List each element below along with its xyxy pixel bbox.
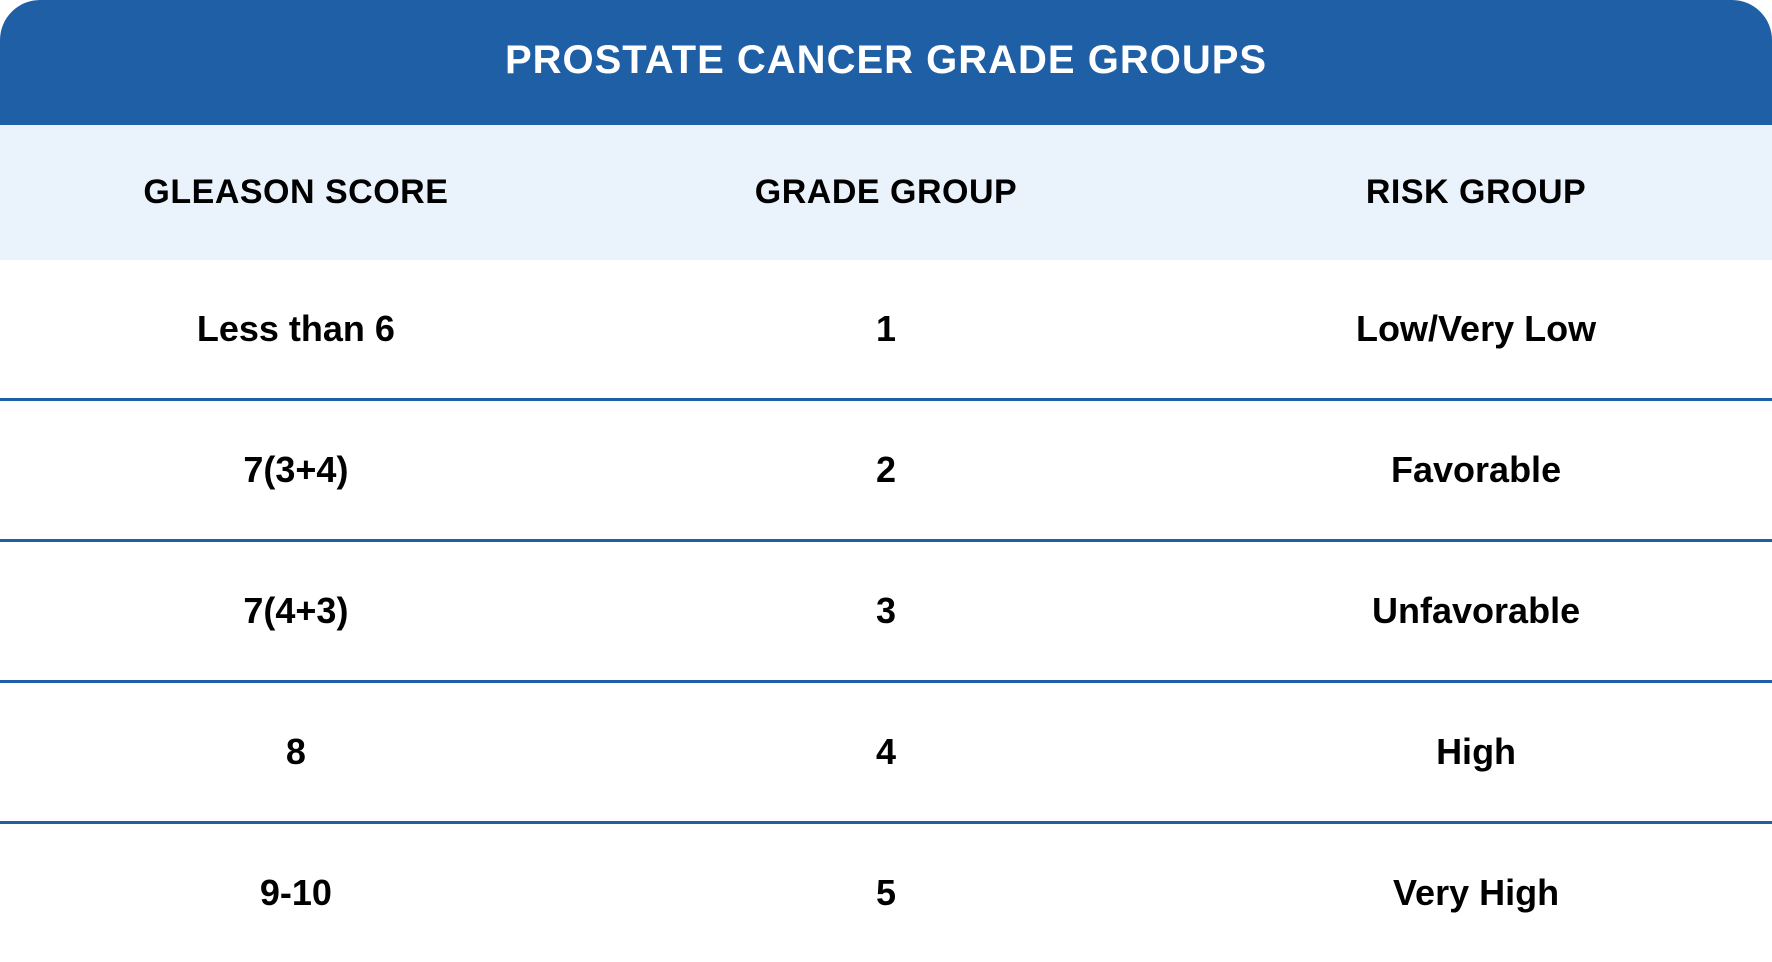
cell-gleason: 7(3+4) [0,401,592,539]
cell-risk: Unfavorable [1180,542,1772,680]
grade-groups-table: PROSTATE CANCER GRADE GROUPS GLEASON SCO… [0,0,1772,962]
cell-risk: Low/Very Low [1180,260,1772,398]
cell-risk: High [1180,683,1772,821]
cell-risk: Very High [1180,824,1772,962]
table-row: 7(4+3) 3 Unfavorable [0,542,1772,683]
table-row: 8 4 High [0,683,1772,824]
table-body: Less than 6 1 Low/Very Low 7(3+4) 2 Favo… [0,260,1772,962]
cell-gleason: Less than 6 [0,260,592,398]
cell-grade: 4 [592,683,1180,821]
cell-gleason: 9-10 [0,824,592,962]
table-title: PROSTATE CANCER GRADE GROUPS [0,0,1772,125]
cell-grade: 3 [592,542,1180,680]
cell-gleason: 7(4+3) [0,542,592,680]
table-row: 7(3+4) 2 Favorable [0,401,1772,542]
cell-risk: Favorable [1180,401,1772,539]
table-header-row: GLEASON SCORE GRADE GROUP RISK GROUP [0,125,1772,260]
column-header-gleason: GLEASON SCORE [0,125,592,260]
cell-grade: 2 [592,401,1180,539]
cell-gleason: 8 [0,683,592,821]
column-header-risk: RISK GROUP [1180,125,1772,260]
column-header-grade: GRADE GROUP [592,125,1180,260]
table-row: 9-10 5 Very High [0,824,1772,962]
table-row: Less than 6 1 Low/Very Low [0,260,1772,401]
cell-grade: 5 [592,824,1180,962]
cell-grade: 1 [592,260,1180,398]
